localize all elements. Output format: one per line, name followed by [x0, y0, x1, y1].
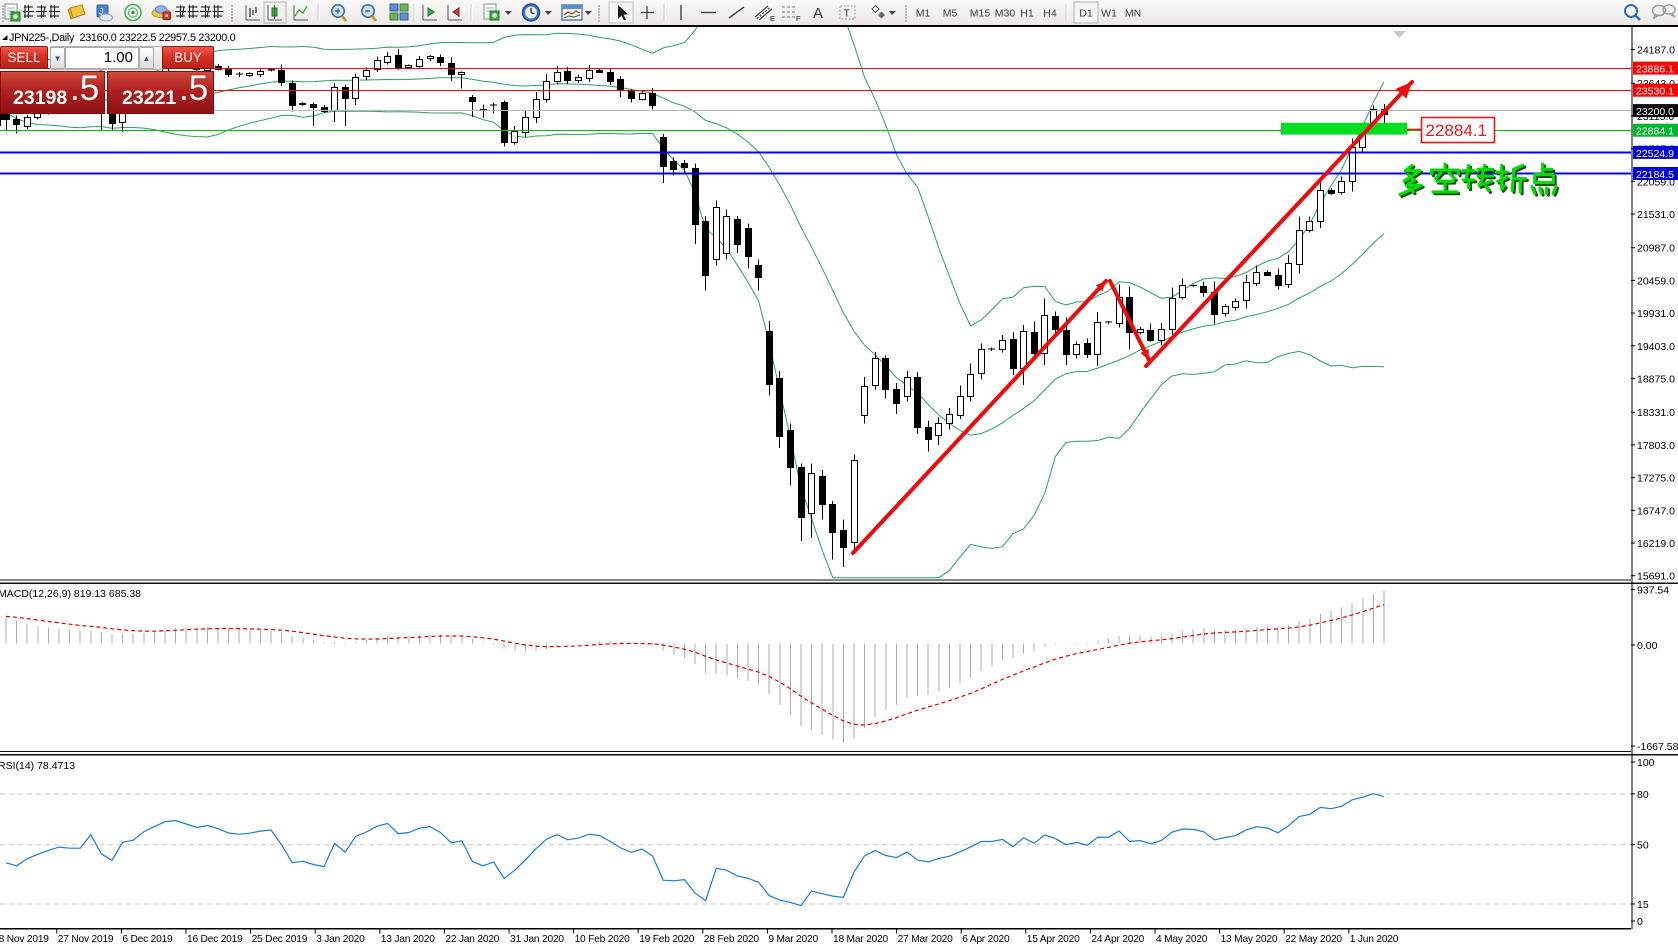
svg-text:21531.0: 21531.0: [1637, 209, 1675, 221]
svg-text:13 May 2020: 13 May 2020: [1221, 934, 1278, 945]
svg-text:M5: M5: [943, 8, 958, 20]
svg-text:50: 50: [1637, 840, 1649, 852]
svg-text:4 May 2020: 4 May 2020: [1156, 934, 1208, 945]
svg-text:M15: M15: [970, 8, 991, 20]
svg-text:16219.0: 16219.0: [1637, 538, 1675, 550]
svg-text:1 Jun 2020: 1 Jun 2020: [1350, 934, 1399, 945]
svg-text:RSI(14) 78.4713: RSI(14) 78.4713: [0, 760, 75, 772]
svg-text:17803.0: 17803.0: [1637, 440, 1675, 452]
svg-text:23530.1: 23530.1: [1636, 86, 1674, 98]
svg-text:15691.0: 15691.0: [1637, 571, 1675, 583]
svg-text:3 Jan 2020: 3 Jan 2020: [316, 934, 365, 945]
svg-text:JPN225-,Daily 23160.0 23222.5: JPN225-,Daily 23160.0 23222.5 22957.5 23…: [9, 32, 236, 44]
svg-text:19 Feb 2020: 19 Feb 2020: [639, 934, 695, 945]
svg-text:20459.0: 20459.0: [1637, 275, 1675, 287]
svg-text:18 Mar 2020: 18 Mar 2020: [833, 934, 889, 945]
svg-text:24187.0: 24187.0: [1637, 45, 1675, 57]
svg-text:0.00: 0.00: [1637, 640, 1658, 652]
svg-text:MN: MN: [1125, 8, 1141, 20]
svg-text:31 Jan 2020: 31 Jan 2020: [510, 934, 564, 945]
svg-text:27 Mar 2020: 27 Mar 2020: [898, 934, 954, 945]
svg-text:23886.1: 23886.1: [1636, 64, 1674, 76]
svg-text:6 Apr 2020: 6 Apr 2020: [962, 934, 1010, 945]
svg-text:6 Dec 2019: 6 Dec 2019: [122, 934, 173, 945]
svg-text:100: 100: [1637, 757, 1655, 769]
svg-text:W1: W1: [1101, 8, 1117, 20]
svg-text:M1: M1: [916, 8, 931, 20]
svg-text:18875.0: 18875.0: [1637, 374, 1675, 386]
svg-text:27 Nov 2019: 27 Nov 2019: [58, 934, 114, 945]
svg-text:19403.0: 19403.0: [1637, 341, 1675, 353]
svg-text:25 Dec 2019: 25 Dec 2019: [252, 934, 308, 945]
svg-text:22884.1: 22884.1: [1426, 121, 1487, 140]
svg-text:15 Apr 2020: 15 Apr 2020: [1027, 934, 1080, 945]
svg-text:20987.0: 20987.0: [1637, 243, 1675, 255]
svg-text:18 Nov 2019: 18 Nov 2019: [0, 934, 49, 945]
svg-text:H4: H4: [1043, 8, 1057, 20]
svg-text:23200.0: 23200.0: [1636, 106, 1674, 118]
svg-text:937.54: 937.54: [1637, 585, 1669, 597]
svg-text:-1667.58: -1667.58: [1637, 741, 1678, 753]
svg-text:18331.0: 18331.0: [1637, 407, 1675, 419]
svg-text:H1: H1: [1020, 8, 1034, 20]
svg-text:28 Feb 2020: 28 Feb 2020: [704, 934, 760, 945]
svg-text:24 Apr 2020: 24 Apr 2020: [1091, 934, 1144, 945]
svg-text:F: F: [796, 14, 801, 23]
svg-text:D1: D1: [1079, 8, 1093, 20]
svg-text:T: T: [844, 8, 851, 20]
svg-text:M30: M30: [995, 8, 1016, 20]
svg-text:13 Jan 2020: 13 Jan 2020: [381, 934, 435, 945]
svg-text:0: 0: [1637, 916, 1643, 928]
svg-text:9 Mar 2020: 9 Mar 2020: [768, 934, 818, 945]
svg-text:22 May 2020: 22 May 2020: [1285, 934, 1342, 945]
svg-text:22 Jan 2020: 22 Jan 2020: [445, 934, 499, 945]
svg-text:MACD(12,26,9) 819.13 685.38: MACD(12,26,9) 819.13 685.38: [0, 588, 141, 600]
svg-text:15: 15: [1637, 899, 1649, 911]
svg-text:22884.1: 22884.1: [1636, 126, 1674, 138]
svg-text:17275.0: 17275.0: [1637, 473, 1675, 485]
svg-text:16747.0: 16747.0: [1637, 505, 1675, 517]
svg-text:16 Dec 2019: 16 Dec 2019: [187, 934, 243, 945]
svg-text:22184.5: 22184.5: [1636, 169, 1674, 181]
svg-text:E: E: [770, 14, 775, 23]
svg-text:A: A: [813, 5, 823, 22]
svg-text:19931.0: 19931.0: [1637, 308, 1675, 320]
svg-text:J: J: [99, 7, 104, 17]
svg-text:10 Feb 2020: 10 Feb 2020: [575, 934, 631, 945]
svg-text:80: 80: [1637, 789, 1649, 801]
svg-text:22524.9: 22524.9: [1636, 148, 1674, 160]
